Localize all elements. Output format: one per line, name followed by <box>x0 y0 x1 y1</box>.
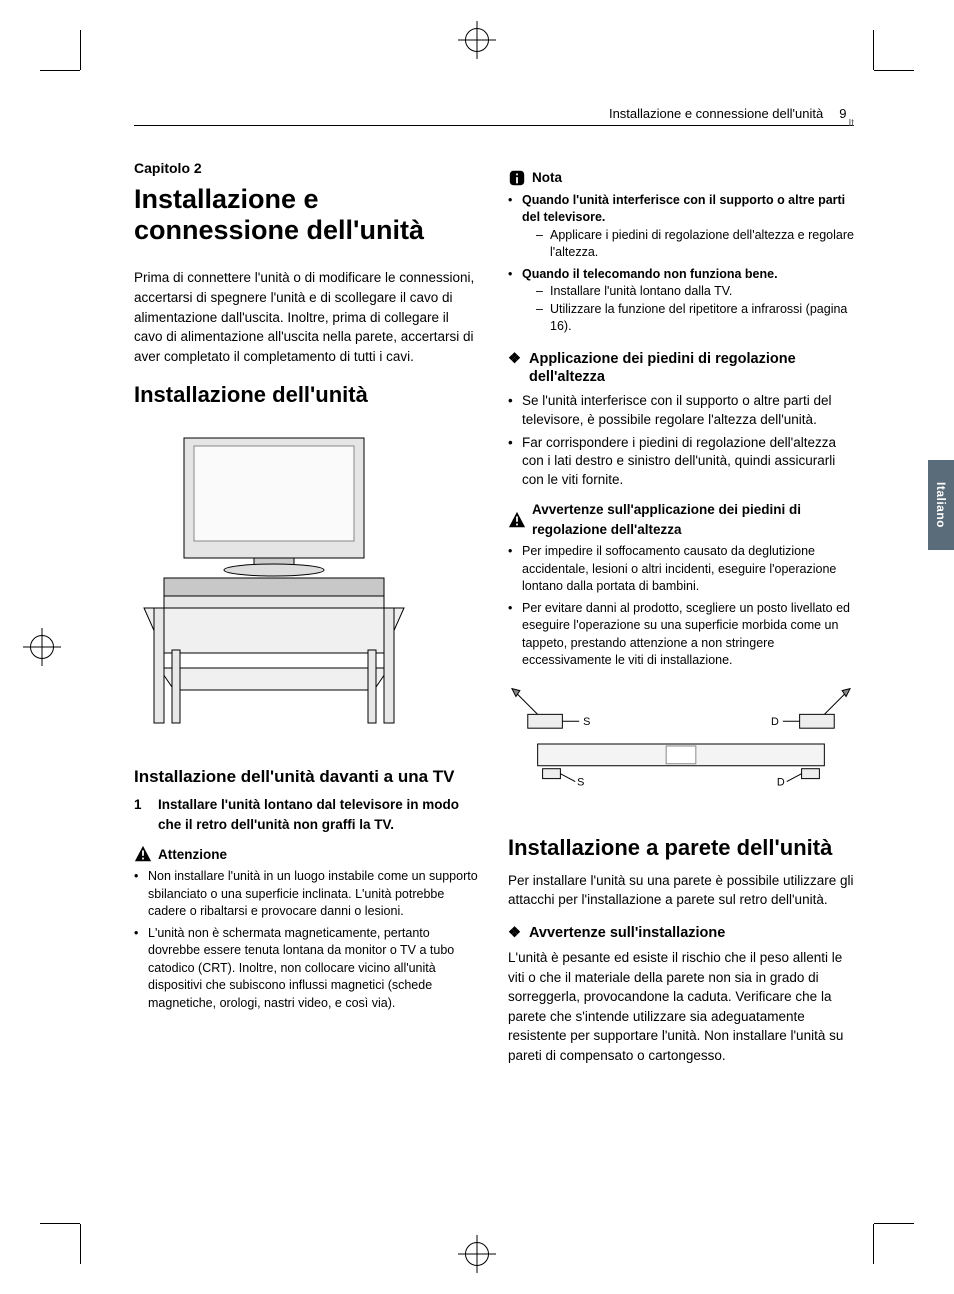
height-feet-list: Se l'unità interferisce con il supporto … <box>508 392 854 490</box>
intro-paragraph: Prima di connettere l'unità o di modific… <box>134 268 480 366</box>
warning-icon <box>134 845 152 863</box>
wall-warn-heading: ❖ Avvertenze sull'installazione <box>508 924 854 942</box>
wall-warn-title: Avvertenze sull'installazione <box>529 924 725 942</box>
list-item: Quando il telecomando non funziona bene.… <box>508 266 854 336</box>
attention-heading: Attenzione <box>134 845 480 865</box>
diamond-icon: ❖ <box>508 924 521 942</box>
step-1-text: Installare l'unità lontano dal televisor… <box>158 795 480 834</box>
warn2-heading: Avvertenze sull'applicazione dei piedini… <box>508 500 854 539</box>
nota-item-bold: Quando il telecomando non funziona bene. <box>522 267 778 281</box>
list-item: Non installare l'unità in un luogo insta… <box>134 868 480 921</box>
right-column: Nota Quando l'unità interferisce con il … <box>508 158 854 1065</box>
page-lang-code: It <box>848 118 854 129</box>
wall-install-title: Installazione a parete dell'unità <box>508 835 854 860</box>
list-item: Far corrispondere i piedini di regolazio… <box>508 434 854 491</box>
page-body: Installazione e connessione dell'unità 9… <box>134 106 854 1065</box>
list-item: Installare l'unità lontano dalla TV. <box>536 283 854 301</box>
feet-diagram: S D S D <box>508 684 854 804</box>
page-number: 9 <box>839 106 846 121</box>
height-feet-heading: ❖ Applicazione dei piedini di regolazion… <box>508 350 854 386</box>
list-item: L'unità non è schermata magneticamente, … <box>134 925 480 1013</box>
warn2-label: Avvertenze sull'applicazione dei piedini… <box>532 500 854 539</box>
label-d-top: D <box>771 716 779 728</box>
chapter-label: Capitolo 2 <box>134 158 480 178</box>
height-feet-title: Applicazione dei piedini di regolazione … <box>529 350 854 386</box>
warning-icon <box>508 511 526 529</box>
attention-label: Attenzione <box>158 845 227 865</box>
nota-list: Quando l'unità interferisce con il suppo… <box>508 192 854 336</box>
sub-install-front-tv: Installazione dell'unità davanti a una T… <box>134 767 480 787</box>
list-item: Utilizzare la funzione del ripetitore a … <box>536 301 854 336</box>
list-item: Per impedire il soffocamento causato da … <box>508 543 854 596</box>
language-tab: Italiano <box>928 460 954 550</box>
list-item: Per evitare danni al prodotto, scegliere… <box>508 600 854 670</box>
page-header: Installazione e connessione dell'unità 9… <box>134 106 854 126</box>
attention-list: Non installare l'unità in un luogo insta… <box>134 868 480 1012</box>
main-title: Installazione e connessione dell'unità <box>134 184 480 246</box>
label-s-top: S <box>583 716 590 728</box>
list-item: Quando l'unità interferisce con il suppo… <box>508 192 854 262</box>
diamond-icon: ❖ <box>508 350 521 386</box>
wall-warn-text: L'unità è pesante ed esiste il rischio c… <box>508 948 854 1065</box>
label-d-bot: D <box>777 776 785 788</box>
section-install-title: Installazione dell'unità <box>134 382 480 407</box>
tv-stand-figure <box>134 428 414 728</box>
wall-install-intro: Per installare l'unità su una parete è p… <box>508 871 854 910</box>
nota-label: Nota <box>532 168 562 188</box>
left-column: Capitolo 2 Installazione e connessione d… <box>134 158 480 1065</box>
step-1-num: 1 <box>134 795 148 834</box>
step-1: 1 Installare l'unità lontano dal televis… <box>134 795 480 834</box>
running-title: Installazione e connessione dell'unità <box>609 106 823 121</box>
info-icon <box>508 169 526 187</box>
nota-item-bold: Quando l'unità interferisce con il suppo… <box>522 193 845 225</box>
list-item: Se l'unità interferisce con il supporto … <box>508 392 854 430</box>
nota-heading: Nota <box>508 168 854 188</box>
list-item: Applicare i piedini di regolazione dell'… <box>536 227 854 262</box>
warn2-list: Per impedire il soffocamento causato da … <box>508 543 854 670</box>
label-s-bot: S <box>577 776 584 788</box>
